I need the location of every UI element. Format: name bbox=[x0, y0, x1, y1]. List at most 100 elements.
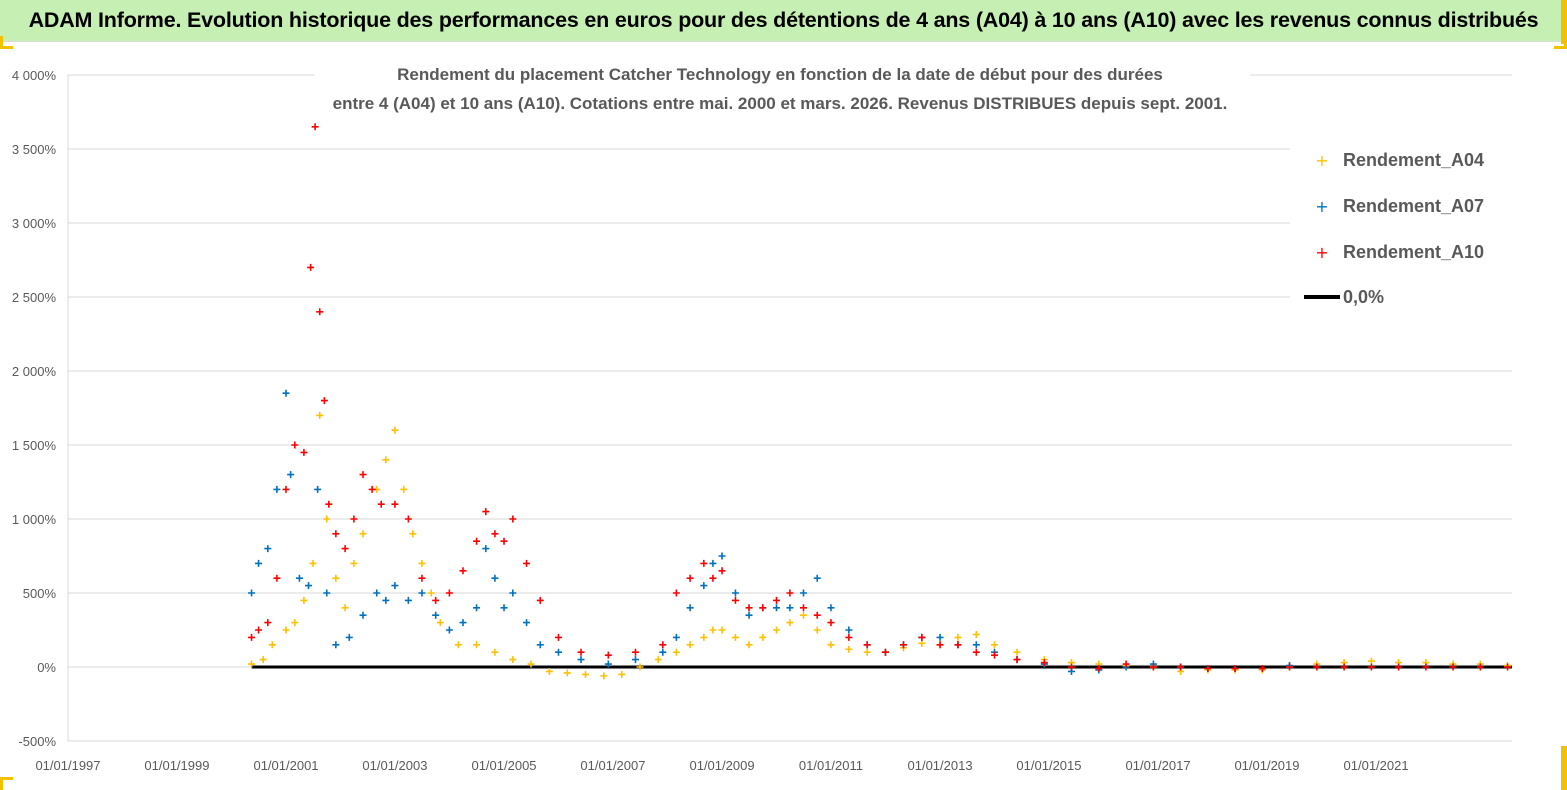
x-tick-label: 01/01/2021 bbox=[1344, 758, 1409, 773]
data-point bbox=[772, 626, 780, 634]
banner-title: ADAM Informe. Evolution historique des p… bbox=[28, 8, 1539, 32]
data-point bbox=[491, 574, 499, 582]
data-point bbox=[350, 515, 358, 523]
data-point bbox=[259, 656, 267, 664]
data-point bbox=[341, 604, 349, 612]
data-point bbox=[731, 596, 739, 604]
data-point bbox=[672, 589, 680, 597]
data-point bbox=[432, 611, 440, 619]
data-point bbox=[700, 633, 708, 641]
data-point bbox=[268, 641, 276, 649]
data-point bbox=[563, 669, 571, 677]
x-tick-label: 01/01/2007 bbox=[580, 758, 645, 773]
x-tick-label: 01/01/2015 bbox=[1016, 758, 1081, 773]
data-point bbox=[1013, 648, 1021, 656]
data-point bbox=[382, 596, 390, 604]
y-tick-label: 3 000% bbox=[12, 216, 57, 231]
data-point bbox=[527, 660, 535, 668]
data-point bbox=[459, 567, 467, 575]
data-point bbox=[659, 641, 667, 649]
data-point bbox=[709, 559, 717, 567]
y-tick-label: 3 500% bbox=[12, 142, 57, 157]
data-point bbox=[718, 552, 726, 560]
data-point bbox=[282, 485, 290, 493]
data-point bbox=[827, 641, 835, 649]
data-point bbox=[759, 604, 767, 612]
data-point bbox=[759, 633, 767, 641]
data-point bbox=[772, 596, 780, 604]
legend-background bbox=[1290, 133, 1520, 321]
data-point bbox=[604, 651, 612, 659]
data-point bbox=[1504, 663, 1512, 671]
legend-label-zero: 0,0% bbox=[1343, 287, 1384, 307]
data-point bbox=[845, 633, 853, 641]
data-point bbox=[491, 648, 499, 656]
data-point bbox=[314, 485, 322, 493]
legend-label-a10: Rendement_A10 bbox=[1343, 242, 1484, 262]
legend-marker-a10: + bbox=[1315, 243, 1328, 262]
data-point bbox=[718, 626, 726, 634]
data-point bbox=[391, 582, 399, 590]
data-point bbox=[709, 574, 717, 582]
data-point bbox=[323, 515, 331, 523]
data-point bbox=[491, 530, 499, 538]
series-rendement-a10 bbox=[248, 123, 1512, 672]
data-point bbox=[307, 263, 315, 271]
data-point bbox=[972, 648, 980, 656]
data-point bbox=[745, 611, 753, 619]
data-point bbox=[332, 641, 340, 649]
data-point bbox=[813, 611, 821, 619]
data-point bbox=[1095, 664, 1103, 672]
data-point bbox=[881, 648, 889, 656]
data-point bbox=[359, 530, 367, 538]
series-layer bbox=[248, 123, 1512, 680]
y-axis-ticks: -500% 0% 500% 1 000% 1 500% 2 000% 2 500% 3 000… bbox=[12, 68, 57, 749]
data-point bbox=[618, 670, 626, 678]
data-point bbox=[382, 456, 390, 464]
data-point bbox=[373, 589, 381, 597]
series-rendement-a07 bbox=[248, 389, 1294, 675]
data-point bbox=[686, 641, 694, 649]
data-point bbox=[845, 645, 853, 653]
data-point bbox=[672, 633, 680, 641]
data-point bbox=[409, 530, 417, 538]
data-point bbox=[1313, 663, 1321, 671]
legend-marker-a04: + bbox=[1315, 151, 1328, 170]
data-point bbox=[577, 648, 585, 656]
data-point bbox=[1122, 660, 1130, 668]
data-point bbox=[800, 604, 808, 612]
data-point bbox=[827, 604, 835, 612]
data-point bbox=[500, 604, 508, 612]
data-point bbox=[332, 530, 340, 538]
y-tick-label: 1 500% bbox=[12, 438, 57, 453]
title-background bbox=[315, 58, 1250, 118]
data-point bbox=[316, 411, 324, 419]
data-point bbox=[264, 619, 272, 627]
data-point bbox=[1149, 663, 1157, 671]
data-point bbox=[523, 619, 531, 627]
data-point bbox=[813, 574, 821, 582]
x-tick-label: 01/01/2011 bbox=[799, 758, 863, 773]
data-point bbox=[305, 582, 313, 590]
y-tick-label: -500% bbox=[18, 734, 56, 749]
data-point bbox=[863, 648, 871, 656]
data-point bbox=[1040, 659, 1048, 667]
data-point bbox=[368, 485, 376, 493]
data-point bbox=[350, 559, 358, 567]
data-point bbox=[341, 545, 349, 553]
y-tick-label: 0% bbox=[37, 660, 56, 675]
data-point bbox=[954, 641, 962, 649]
data-point bbox=[800, 589, 808, 597]
legend-label-a04: Rendement_A04 bbox=[1343, 150, 1484, 170]
data-point bbox=[359, 471, 367, 479]
data-point bbox=[273, 574, 281, 582]
y-tick-label: 2 000% bbox=[12, 364, 57, 379]
data-point bbox=[536, 596, 544, 604]
x-tick-label: 01/01/2009 bbox=[689, 758, 754, 773]
corner-mark-top-left bbox=[0, 36, 13, 49]
data-point bbox=[445, 626, 453, 634]
data-point bbox=[300, 596, 308, 604]
data-point bbox=[418, 589, 426, 597]
data-point bbox=[631, 648, 639, 656]
x-tick-label: 01/01/2001 bbox=[253, 758, 318, 773]
